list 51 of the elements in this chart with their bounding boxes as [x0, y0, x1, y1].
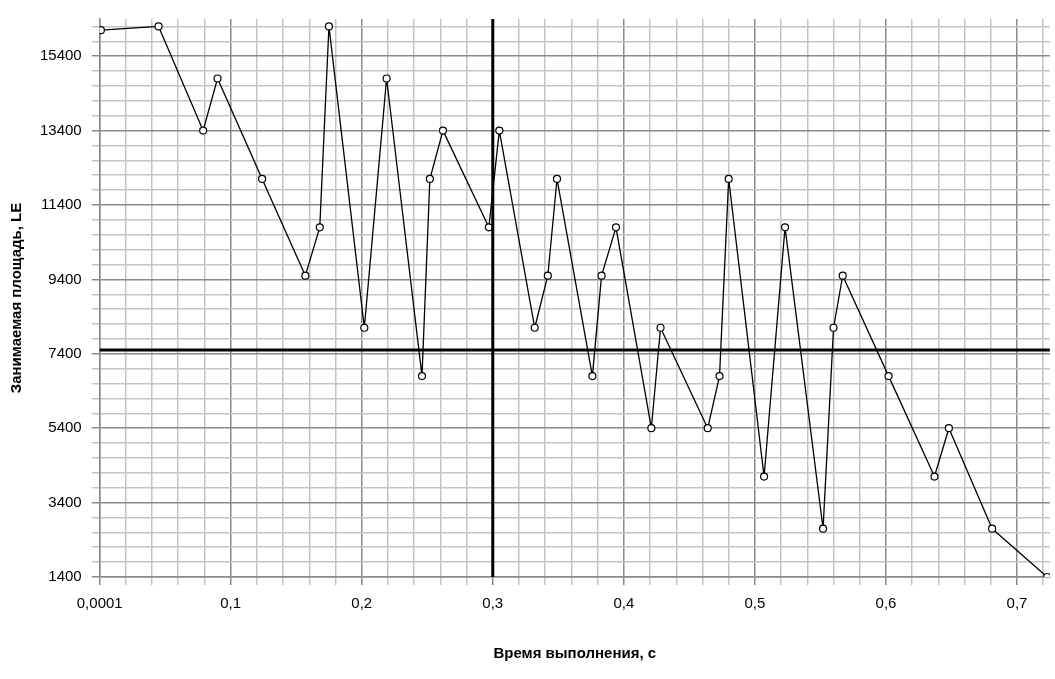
point — [530, 323, 539, 332]
point — [703, 424, 712, 433]
point — [647, 424, 656, 433]
x-tick-label: 0,1 — [220, 594, 242, 612]
x-tick-label: 0,4 — [613, 594, 635, 612]
point — [884, 372, 893, 381]
point — [930, 472, 939, 481]
point — [724, 174, 733, 184]
point — [425, 174, 434, 184]
point — [417, 372, 427, 381]
y-tick-label: 7400 — [48, 343, 82, 361]
y-axis-title: Занимаемая площадь, LE — [7, 202, 25, 394]
point — [543, 271, 552, 280]
point — [199, 126, 208, 135]
point — [382, 74, 391, 83]
x-tick-label: 0,2 — [351, 594, 373, 612]
point — [759, 472, 769, 481]
point — [818, 524, 828, 533]
point — [656, 323, 665, 332]
point — [944, 424, 953, 433]
point — [988, 524, 997, 533]
y-tick-label: 9400 — [48, 269, 82, 287]
y-tick-label: 3400 — [48, 492, 82, 510]
point — [315, 223, 324, 232]
point — [301, 271, 310, 280]
point — [715, 372, 724, 381]
point — [838, 271, 847, 280]
x-tick-label: 0,7 — [1006, 594, 1028, 612]
y-tick-label: 1400 — [48, 567, 82, 585]
x-tick-label: 0,3 — [482, 594, 504, 612]
point — [780, 223, 790, 232]
point — [438, 126, 448, 135]
y-tick-label: 15400 — [39, 46, 82, 64]
point — [829, 323, 838, 332]
point — [324, 22, 334, 31]
point — [597, 271, 606, 280]
point — [588, 372, 597, 381]
y-tick-label: 5400 — [48, 418, 82, 436]
point — [360, 323, 369, 332]
y-tick-label: 11400 — [41, 195, 82, 213]
x-tick-label: 0,6 — [875, 594, 897, 612]
point — [213, 74, 222, 83]
point — [552, 174, 562, 184]
x-axis-title: Время выполнения, с — [493, 644, 657, 662]
point — [611, 223, 621, 232]
point — [154, 22, 163, 31]
point — [258, 174, 267, 184]
point — [495, 126, 504, 135]
x-tick-label: 0,5 — [744, 594, 766, 612]
x-tick-label: 0,0001 — [76, 594, 123, 612]
y-tick-label: 13400 — [39, 120, 82, 138]
